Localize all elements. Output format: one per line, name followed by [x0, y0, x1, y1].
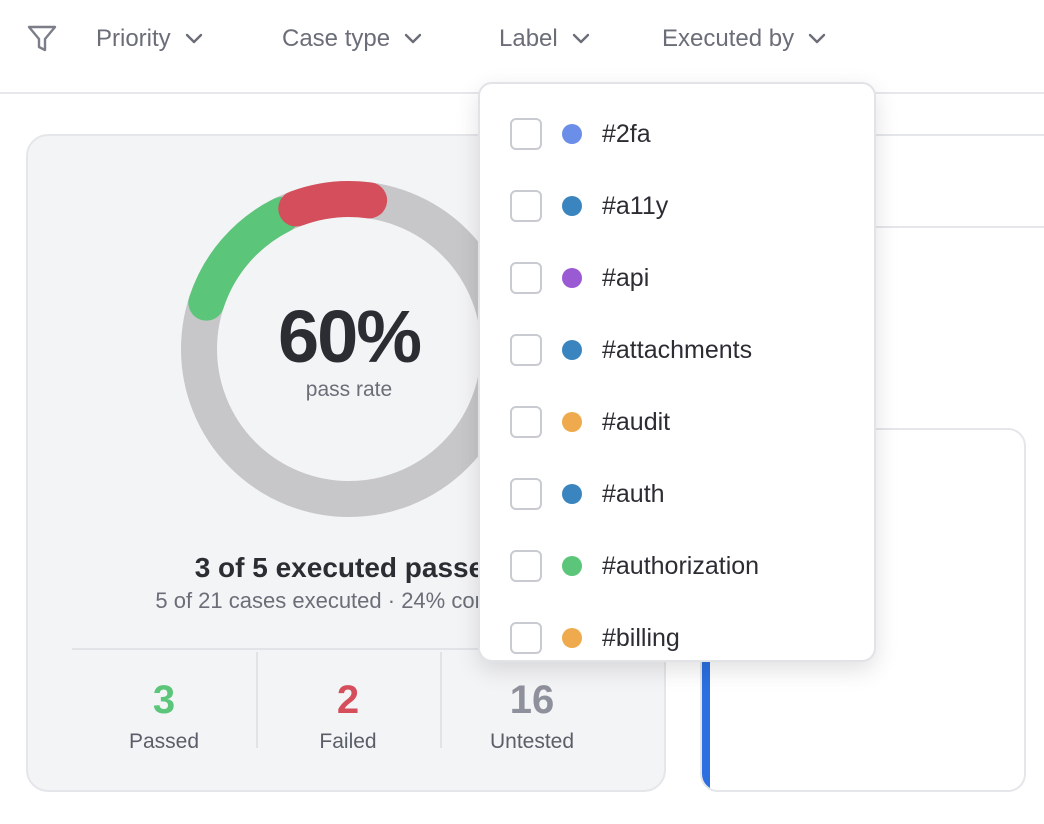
label-option[interactable]: #authorization	[480, 536, 874, 596]
label-checkbox[interactable]	[510, 118, 542, 150]
executed-summary: 3 of 5 executed passed	[194, 552, 502, 583]
label-option-text: #authorization	[602, 551, 760, 580]
label-color-dot	[562, 340, 582, 360]
label-option[interactable]: #api	[480, 248, 874, 308]
donut-segment-passed	[188, 196, 300, 321]
label-checkbox[interactable]	[510, 262, 542, 294]
label-color-dot	[562, 268, 582, 288]
label-option-text: #auth	[602, 479, 665, 508]
label-option-text: #attachments	[602, 335, 753, 364]
label-color-dot	[562, 484, 582, 504]
label-checkbox[interactable]	[510, 406, 542, 438]
label-option[interactable]: #audit	[480, 392, 874, 452]
label-checkbox[interactable]	[510, 550, 542, 582]
funnel-icon[interactable]	[26, 24, 58, 54]
label-checkbox[interactable]	[510, 622, 542, 654]
chevron-down-icon	[404, 33, 422, 44]
executed-by-filter-label: Executed by	[662, 25, 795, 52]
passed-label: Passed	[128, 730, 200, 753]
label-color-dot	[562, 556, 582, 576]
label-dropdown-menu[interactable]: #2fa #a11y #api #attachments #audit #auth #aut…	[478, 82, 876, 662]
pass-rate-value: 60%	[277, 295, 422, 378]
label-option[interactable]: #attachments	[480, 320, 874, 380]
executed-subtext: 5 of 21 cases executed · 24% complete	[155, 588, 541, 613]
chevron-down-icon	[572, 33, 589, 44]
label-checkbox[interactable]	[510, 334, 542, 366]
label-option[interactable]: #auth	[480, 464, 874, 524]
label-option-text: #billing	[602, 623, 680, 652]
failed-count: 2	[336, 678, 360, 722]
passed-count: 3	[152, 678, 176, 722]
label-option[interactable]: #billing	[480, 608, 874, 660]
label-color-dot	[562, 124, 582, 144]
card-accent-bar	[702, 630, 710, 790]
case-type-filter[interactable]: Case type	[282, 22, 422, 56]
case-type-filter-label: Case type	[282, 25, 391, 52]
stats-separator	[440, 652, 442, 748]
untested-label: Untested	[489, 730, 575, 753]
failed-label: Failed	[319, 730, 377, 753]
label-option-text: #a11y	[602, 191, 669, 220]
label-filter[interactable]: Label	[499, 22, 590, 56]
filter-bar: Priority Case type Label Executed by	[0, 0, 1044, 94]
failed-stat: 2 Failed	[256, 678, 440, 754]
untested-stat: 16 Untested	[440, 678, 624, 754]
label-color-dot	[562, 628, 582, 648]
chevron-down-icon	[185, 33, 202, 44]
pass-rate-label: pass rate	[305, 378, 393, 401]
passed-stat: 3 Passed	[72, 678, 256, 754]
chevron-down-icon	[808, 33, 826, 44]
donut-segment-failed	[278, 181, 388, 227]
label-checkbox[interactable]	[510, 190, 542, 222]
untested-count: 16	[509, 678, 555, 722]
label-filter-label: Label	[499, 25, 558, 52]
label-color-dot	[562, 412, 582, 432]
label-option[interactable]: #2fa	[480, 104, 874, 164]
executed-by-filter[interactable]: Executed by	[662, 22, 826, 56]
stats-separator	[256, 652, 258, 748]
priority-filter[interactable]: Priority	[96, 22, 203, 56]
stats-divider	[72, 648, 624, 650]
label-option-text: #2fa	[602, 119, 651, 148]
label-option-text: #audit	[602, 407, 671, 436]
label-checkbox[interactable]	[510, 478, 542, 510]
label-color-dot	[562, 196, 582, 216]
priority-filter-label: Priority	[96, 25, 171, 52]
label-option[interactable]: #a11y	[480, 176, 874, 236]
label-option-text: #api	[602, 263, 650, 292]
